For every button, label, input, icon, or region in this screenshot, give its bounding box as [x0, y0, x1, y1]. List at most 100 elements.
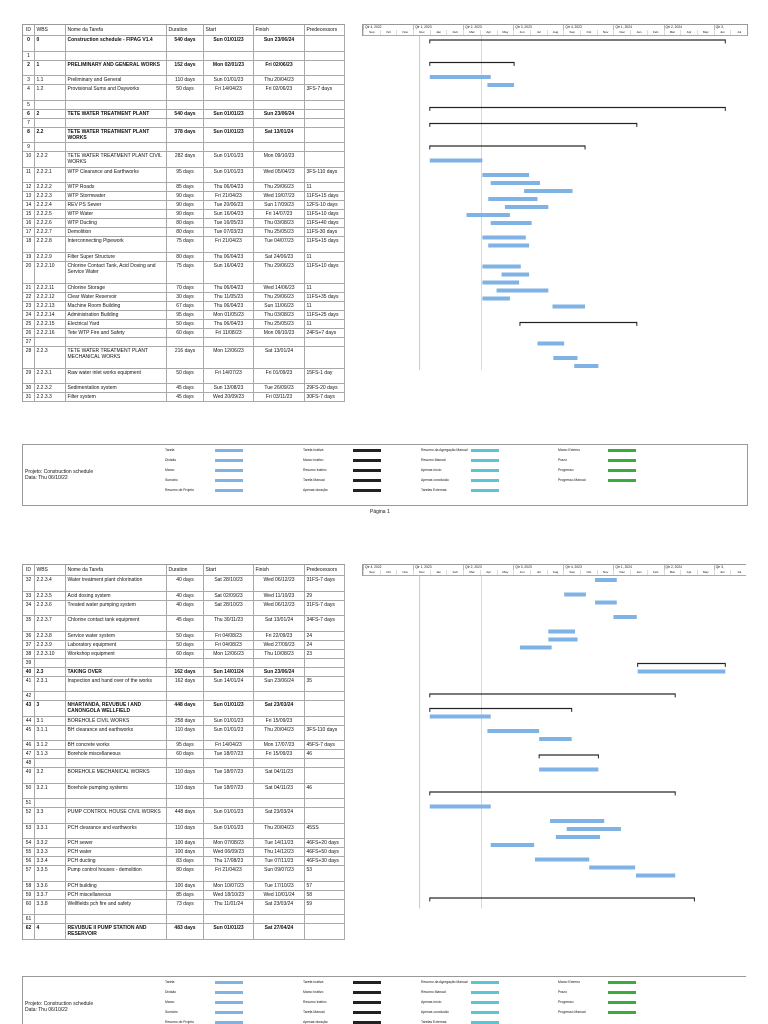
table-row[interactable]: 39 — [23, 658, 345, 668]
table-row[interactable]: 10 2.2.2 TETE WATER TREATMENT PLANT CIVIL … — [23, 152, 345, 168]
task-bar[interactable] — [534, 857, 590, 862]
table-row[interactable]: 41 2.3.1 Inspection and hand over of the w… — [23, 676, 345, 692]
table-row[interactable]: 25 2.2.2.15 Electrical Yard 50 days Thu 06/0… — [23, 319, 345, 329]
table-row[interactable]: 31 2.2.3.3 Filter system 45 days Wed 20/09/2… — [23, 393, 345, 402]
task-bar[interactable] — [488, 243, 530, 248]
header-start[interactable]: Start — [204, 565, 254, 575]
table-row[interactable]: 47 3.1.3 Borehole miscellaneous 60 days Tue … — [23, 750, 345, 759]
task-bar[interactable] — [496, 288, 549, 293]
header-finish[interactable]: Finish — [254, 25, 305, 35]
header-start[interactable]: Start — [204, 25, 254, 35]
table-row[interactable]: 55 3.3.3 PCH water 100 days Wed 06/09/23 Thu … — [23, 848, 345, 857]
task-bar[interactable] — [482, 280, 520, 285]
task-bar[interactable] — [566, 827, 621, 831]
task-bar[interactable] — [539, 737, 572, 741]
summary-bar[interactable] — [519, 321, 638, 326]
table-row[interactable]: 6 2 TETE WATER TREATMENT PLANT 540 days Sun … — [23, 109, 345, 119]
task-bar[interactable] — [482, 173, 530, 177]
header-predecessors[interactable]: Predecessors — [305, 25, 345, 35]
table-row[interactable]: 38 2.2.3.10 Workshop equipment 60 days Mon 1… — [23, 649, 345, 659]
task-bar[interactable] — [429, 714, 491, 719]
task-bar[interactable] — [490, 843, 535, 847]
table-row[interactable]: 49 3.2 BOREHOLE MECHANICAL WORKS 110 days Tu… — [23, 768, 345, 784]
table-row[interactable]: 35 2.2.3.7 Chlorine contact tank equipment… — [23, 616, 345, 632]
task-bar[interactable] — [552, 304, 586, 309]
table-row[interactable]: 21 2.2.2.11 Chlorine Storage 70 days Thu 06/… — [23, 283, 345, 293]
task-bar[interactable] — [429, 158, 483, 163]
table-row[interactable]: 8 2.2 TETE WATER TREATMENT PLANT WORKS 378 … — [23, 127, 345, 143]
table-row[interactable]: 16 2.2.2.6 WTP Ducting 80 days Tue 16/05/23 T… — [23, 219, 345, 228]
summary-bar[interactable] — [429, 61, 515, 66]
task-bar[interactable] — [589, 865, 636, 870]
task-bar[interactable] — [490, 221, 532, 225]
header-id[interactable]: ID — [23, 25, 35, 35]
header-duration[interactable]: Duration — [167, 565, 204, 575]
header-wbs[interactable]: WBS — [35, 565, 66, 575]
task-bar[interactable] — [537, 341, 565, 346]
table-row[interactable]: 1 — [23, 51, 345, 61]
task-bar[interactable] — [555, 835, 601, 839]
table-row[interactable]: 36 2.2.3.8 Service water system 50 days Fri … — [23, 631, 345, 641]
table-row[interactable]: 24 2.2.2.14 Administration Building 95 days… — [23, 310, 345, 320]
table-row[interactable]: 59 3.3.7 PCH miscellaneous 85 days Wed 18/10… — [23, 890, 345, 900]
task-bar[interactable] — [548, 629, 576, 634]
table-row[interactable]: 58 3.3.6 PCH building 100 days Mon 10/07/23 T… — [23, 881, 345, 891]
task-bar[interactable] — [637, 669, 726, 674]
table-row[interactable]: 14 2.2.2.4 REV PS Sewer 90 days Tue 20/06/23… — [23, 201, 345, 210]
table-row[interactable]: 37 2.2.3.9 Laboratory equipment 50 days Fri … — [23, 640, 345, 650]
task-bar[interactable] — [524, 189, 573, 193]
header-name[interactable]: Nome da Tarefa — [66, 25, 167, 35]
header-finish[interactable]: Finish — [254, 565, 305, 575]
summary-bar[interactable] — [429, 106, 726, 111]
table-row[interactable]: 12 2.2.2.2 WTP Roads 85 days Thu 06/04/23 Thu… — [23, 183, 345, 192]
table-row[interactable]: 56 3.3.4 PCH ducting 83 days Thu 17/08/23 Tue… — [23, 857, 345, 866]
task-bar[interactable] — [482, 264, 521, 269]
task-bar[interactable] — [574, 364, 599, 368]
summary-bar[interactable] — [429, 897, 695, 902]
header-wbs[interactable]: WBS — [35, 25, 66, 35]
table-row[interactable]: 3 1.1 Preliminary and General 110 days Sun 0… — [23, 76, 345, 85]
table-row[interactable]: 5 — [23, 100, 345, 110]
table-row[interactable]: 19 2.2.2.9 Filter Super Structure 80 days Th… — [23, 252, 345, 262]
task-bar[interactable] — [504, 205, 549, 209]
table-row[interactable]: 54 3.3.2 PCH sewer 100 days Mon 07/08/23 Tue … — [23, 839, 345, 848]
header-name[interactable]: Nome da Tarefa — [66, 565, 167, 575]
task-bar[interactable] — [501, 272, 530, 277]
table-row[interactable]: 7 — [23, 118, 345, 128]
table-row[interactable]: 61 — [23, 915, 345, 924]
table-row[interactable]: 51 — [23, 799, 345, 808]
table-row[interactable]: 9 — [23, 143, 345, 152]
summary-bar[interactable] — [429, 122, 638, 127]
table-row[interactable]: 26 2.2.2.16 Tete WTP Fire and Safety 60 day… — [23, 328, 345, 338]
task-bar[interactable] — [549, 819, 605, 823]
task-bar[interactable] — [429, 75, 491, 79]
summary-bar[interactable] — [637, 662, 726, 667]
task-bar[interactable] — [548, 637, 578, 642]
table-row[interactable]: 4 1.2 Provisional Sums and Dayworks 50 days… — [23, 85, 345, 101]
table-row[interactable]: 23 2.2.2.13 Machine Room Building 67 days Th… — [23, 301, 345, 311]
summary-bar[interactable] — [429, 145, 586, 150]
table-row[interactable]: 45 3.1.1 BH clearance and earthworks 110 da… — [23, 725, 345, 741]
table-row[interactable]: 46 3.1.2 BH concrete works 95 days Fri 14/04… — [23, 741, 345, 750]
task-bar[interactable] — [488, 197, 538, 201]
task-bar[interactable] — [487, 83, 515, 87]
header-predecessors[interactable]: Predecessors — [305, 565, 345, 575]
task-bar[interactable] — [482, 296, 510, 301]
task-bar[interactable] — [564, 592, 586, 597]
table-row[interactable]: 29 2.2.3.1 Raw water inlet works equipment… — [23, 368, 345, 384]
table-row[interactable]: 20 2.2.2.10 Chlorine Contact Tank, Acid Do… — [23, 261, 345, 284]
summary-bar[interactable] — [538, 754, 599, 759]
table-row[interactable]: 34 2.2.3.6 Treated water pumping system 40 … — [23, 600, 345, 616]
table-row[interactable]: 17 2.2.2.7 Demolition 80 days Tue 07/03/23 Th… — [23, 228, 345, 237]
table-row[interactable]: 0 0 Construction schedule - FIPAG V1.4 540 … — [23, 36, 345, 52]
table-row[interactable]: 42 — [23, 692, 345, 701]
task-bar[interactable] — [490, 181, 540, 185]
table-row[interactable]: 18 2.2.2.8 Interconnecting Pipework 75 days… — [23, 237, 345, 253]
summary-bar[interactable] — [429, 791, 676, 796]
table-row[interactable]: 62 4 REVUBUE II PUMP STATION AND RESERVOIR… — [23, 924, 345, 940]
table-row[interactable]: 27 — [23, 337, 345, 347]
table-row[interactable]: 50 3.2.1 Borehole pumping systems 110 days T… — [23, 783, 345, 799]
task-bar[interactable] — [487, 729, 540, 733]
table-row[interactable]: 60 3.3.8 Wellfields pch fire and safety 73 … — [23, 899, 345, 915]
table-row[interactable]: 44 3.1 BOREHOLE CIVIL WORKS 258 days Sun 01/… — [23, 716, 345, 726]
